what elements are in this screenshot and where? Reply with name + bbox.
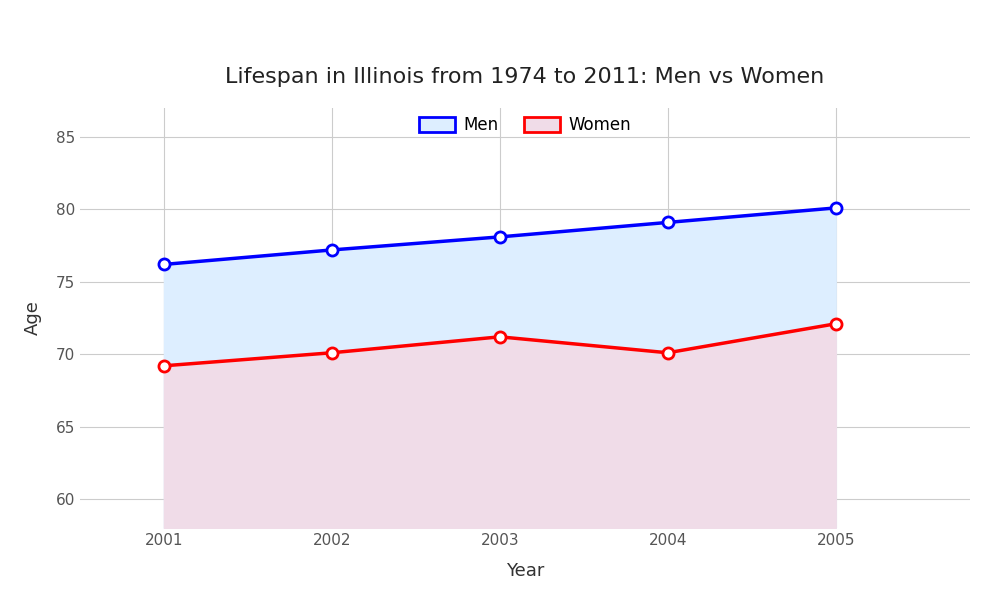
Legend: Men, Women: Men, Women bbox=[419, 116, 631, 134]
X-axis label: Year: Year bbox=[506, 562, 544, 580]
Y-axis label: Age: Age bbox=[24, 301, 42, 335]
Title: Lifespan in Illinois from 1974 to 2011: Men vs Women: Lifespan in Illinois from 1974 to 2011: … bbox=[225, 67, 825, 87]
